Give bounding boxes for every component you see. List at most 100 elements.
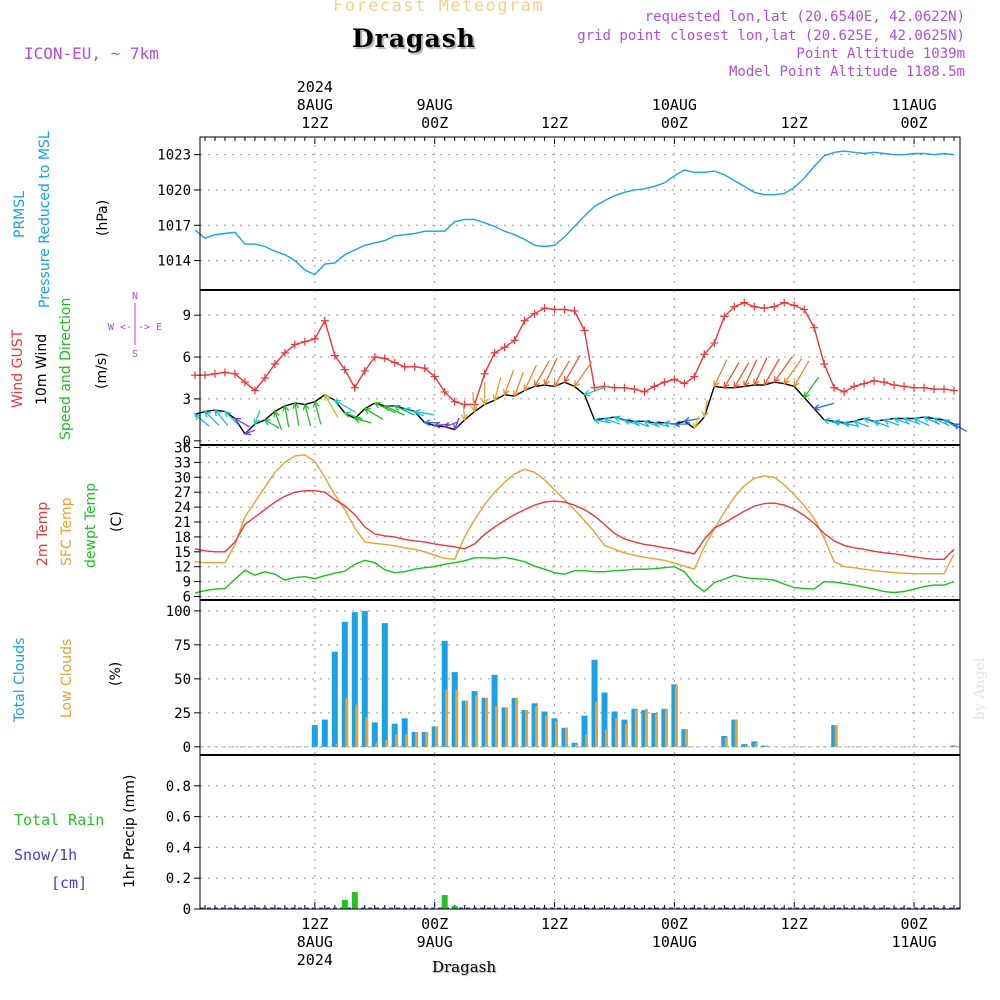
gust-marker (890, 380, 899, 389)
low-cloud-bar (545, 715, 548, 747)
wind-arrow (862, 416, 881, 425)
total-cloud-bar (351, 612, 358, 747)
product-title: Forecast Meteogram (333, 0, 545, 16)
total-cloud-bar (611, 711, 618, 747)
ytick-label: 0 (183, 740, 191, 756)
wind-arrow (373, 402, 396, 414)
gust-marker (330, 351, 339, 360)
ytick-label: 0.6 (166, 810, 191, 826)
wind-arrow (673, 420, 689, 428)
wind-arrow (543, 357, 558, 387)
total-cloud-bar (541, 711, 548, 747)
ytick-label: 0.2 (166, 871, 191, 887)
wind-arrow (302, 403, 312, 427)
precip-label-unit: 1hr Precip (mm) (122, 775, 138, 888)
gust-marker (320, 316, 329, 325)
total-cloud-bar (681, 729, 688, 747)
wind-arrow (733, 362, 750, 389)
ytick-label: 100 (166, 604, 191, 620)
gust-marker (650, 382, 659, 391)
wind-arrow (423, 419, 440, 427)
model-point-altitude: Model Point Altitude 1188.5m (728, 64, 965, 80)
total-cloud-bar (601, 692, 608, 747)
clouds-panel: 0 25 50 75 100 (166, 599, 961, 756)
gust-marker (400, 362, 409, 371)
gust-marker (860, 379, 869, 388)
gust-marker (450, 397, 459, 406)
low-cloud-bar (445, 689, 449, 747)
low-cloud-bar (555, 721, 558, 747)
ytick-label: 0.4 (166, 840, 191, 856)
model-label: ICON-EU, ~ 7km (24, 44, 159, 63)
ytick-label: 33 (174, 455, 191, 471)
wind-arrow (460, 403, 468, 422)
gust-marker (390, 358, 399, 367)
gust-marker (880, 378, 889, 387)
rain-bar (441, 895, 448, 909)
low-cloud-bar (724, 737, 728, 747)
wind-arrow (713, 359, 728, 388)
total-cloud-bar (481, 697, 488, 747)
total-cloud-bar (671, 684, 678, 747)
total-cloud-bar (591, 659, 598, 747)
low-cloud-bar (415, 731, 419, 747)
gust-marker (710, 339, 719, 348)
gridpoint-coords: grid point closest lon,lat (20.625E, 42.… (577, 28, 965, 44)
wind-arrow (723, 362, 740, 389)
wind-arrow (583, 385, 610, 397)
ytick-label: 0.8 (166, 779, 191, 795)
ytick-label: 0 (183, 434, 191, 450)
credit-watermark: by Angel (972, 657, 988, 720)
gust-marker (250, 386, 259, 395)
gust-marker (760, 304, 769, 313)
ytick-label: 6 (183, 350, 191, 366)
wind-arrow (333, 399, 356, 413)
total-cloud-bar (581, 715, 588, 747)
time-label-top: 00Z (421, 114, 448, 132)
gust-marker (730, 302, 739, 311)
low-cloud-bar (455, 689, 459, 747)
total-cloud-bar (401, 718, 408, 747)
gust-marker (340, 365, 349, 374)
point-altitude: Point Altitude 1039m (796, 46, 965, 62)
ytick-label: 18 (174, 530, 191, 546)
clouds-label-total: Total Clouds (12, 638, 28, 723)
wind-arrow (692, 415, 700, 430)
wind-arrow (492, 377, 502, 402)
wind-arrow (872, 419, 890, 428)
total-cloud-bar (421, 731, 428, 747)
ytick-label: 1014 (157, 254, 191, 270)
total-cloud-bar (501, 707, 508, 747)
sfc-temp-line (194, 454, 955, 575)
wind-arrow (470, 391, 478, 413)
wind-arrow (753, 357, 768, 387)
gust-marker (680, 379, 689, 388)
low-cloud-bar (515, 697, 519, 747)
wind-label-10m: 10m Wind (34, 334, 50, 405)
temp-label-2m: 2m Temp (35, 502, 51, 566)
total-cloud-bar (441, 640, 448, 747)
wind-arrow (882, 418, 900, 427)
gust-marker (490, 348, 499, 357)
time-label-top: 8AUG (297, 96, 333, 114)
low-cloud-bar (954, 745, 958, 747)
total-cloud-bar (391, 723, 398, 747)
low-cloud-bar (605, 729, 608, 747)
precip-label-rain: Total Rain (14, 811, 104, 829)
low-cloud-bar (644, 708, 648, 747)
total-cloud-bar (411, 731, 418, 747)
gust-marker (460, 400, 469, 409)
time-label-bottom: 12Z (541, 915, 568, 933)
gust-marker (410, 362, 419, 371)
wind-arrow (773, 356, 793, 384)
wind-arrow (842, 420, 859, 428)
wind-arrow (783, 358, 803, 385)
total-cloud-bar (341, 621, 348, 747)
gust-marker (670, 375, 679, 384)
gust-marker (290, 340, 299, 349)
total-cloud-bar (451, 672, 458, 747)
wind-label-speed-dir: Speed and Direction (58, 298, 74, 440)
total-cloud-bar (531, 703, 538, 747)
low-cloud-bar (405, 734, 409, 747)
